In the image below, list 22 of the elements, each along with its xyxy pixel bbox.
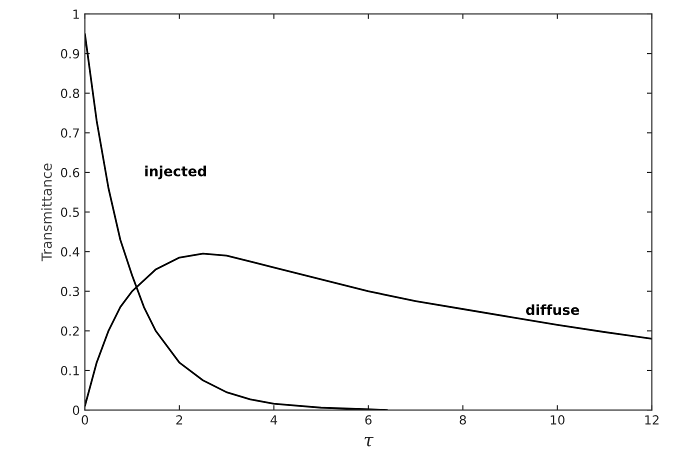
y-axis-title: Transmittance: [41, 164, 52, 262]
y-tick-label: 0.7: [60, 128, 79, 138]
y-tick-label: 0.9: [60, 49, 80, 59]
x-tick-label: 12: [645, 415, 659, 424]
y-tick-label: 0.4: [60, 247, 80, 257]
y-tick-label: 1: [73, 10, 79, 19]
text: injected: [145, 166, 206, 180]
x-tick-label: 0: [82, 415, 88, 425]
x-tick-label: 6: [365, 415, 372, 425]
y-tick-label: 0.3: [60, 286, 80, 296]
x-tick-label: 2: [176, 415, 182, 424]
series-label: diffuse: [526, 304, 580, 316]
y-tick-label: 0.1: [60, 366, 79, 376]
y-tick-label: 0.2: [60, 326, 79, 336]
x-tick-label: 10: [550, 415, 564, 425]
y-tick-label: 0.5: [60, 208, 79, 217]
x-tick-label: 4: [270, 415, 278, 424]
y-tick-label: 0.6: [60, 168, 80, 178]
x-axis-title: τ: [364, 436, 374, 446]
x-tick-label: 8: [460, 415, 466, 425]
y-tick-label: 0: [72, 406, 80, 416]
y-tick-label: 0.8: [60, 88, 80, 98]
